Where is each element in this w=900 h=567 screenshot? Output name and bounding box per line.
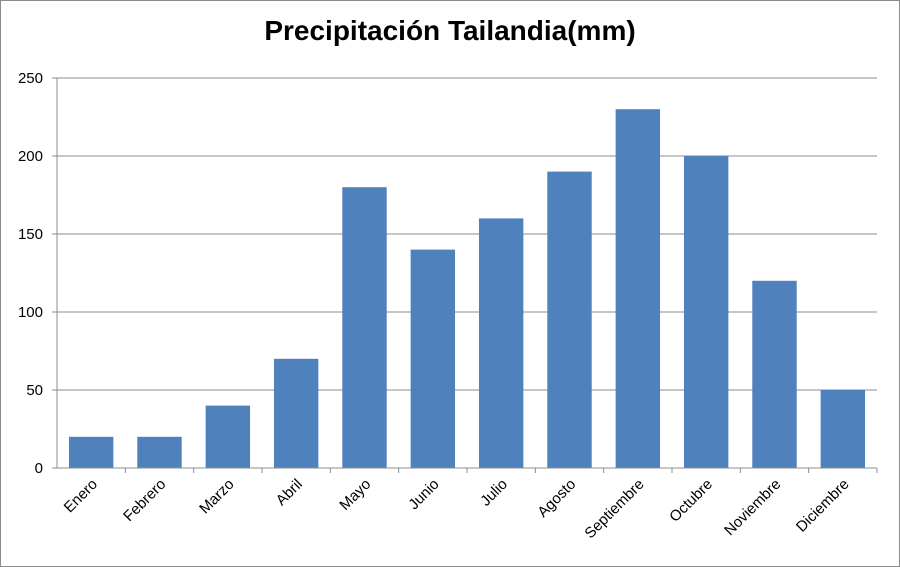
y-tick-label-100: 100 (18, 304, 43, 321)
y-tick-label-50: 50 (26, 382, 43, 399)
bar-abril (273, 358, 319, 468)
bar-noviembre (752, 280, 797, 468)
axes (52, 77, 878, 473)
x-tick-label-junio: Junio (405, 476, 442, 513)
y-tick-label-150: 150 (18, 226, 43, 243)
x-tick-label-agosto: Agosto (534, 476, 579, 521)
chart-title: Precipitación Tailandia(mm) (264, 15, 636, 46)
bar-febrero (137, 436, 182, 468)
x-tick-label-enero: Enero (61, 476, 101, 516)
x-tick-label-septiembre: Septiembre (581, 476, 647, 542)
bar-mayo (342, 187, 387, 468)
bar-marzo (205, 405, 251, 468)
x-tick-label-marzo: Marzo (196, 476, 237, 517)
bar-agosto (547, 171, 592, 468)
bars (68, 109, 866, 468)
x-tick-label-octubre: Octubre (666, 476, 716, 526)
bar-julio (478, 218, 524, 468)
bar-septiembre (615, 109, 661, 468)
bar-diciembre (820, 390, 866, 468)
y-tick-label-200: 200 (18, 148, 43, 165)
bar-junio (410, 249, 456, 468)
gridlines (57, 77, 877, 391)
y-tick-label-250: 250 (18, 70, 43, 87)
x-tick-label-abril: Abril (273, 476, 306, 509)
x-tick-label-julio: Julio (477, 476, 511, 510)
x-tick-label-febrero: Febrero (120, 476, 169, 525)
x-tick-label-diciembre: Diciembre (793, 476, 853, 536)
bar-enero (68, 436, 114, 468)
x-tick-labels: Enero Febrero Marzo Abril Mayo Junio Julio Agos… (61, 476, 853, 542)
bar-octubre (683, 156, 729, 468)
y-tick-labels: 0 50 100 150 200 250 (18, 70, 43, 477)
x-tick-label-mayo: Mayo (336, 476, 374, 514)
x-tick-label-noviembre: Noviembre (721, 476, 784, 539)
y-tick-label-0: 0 (35, 460, 43, 477)
